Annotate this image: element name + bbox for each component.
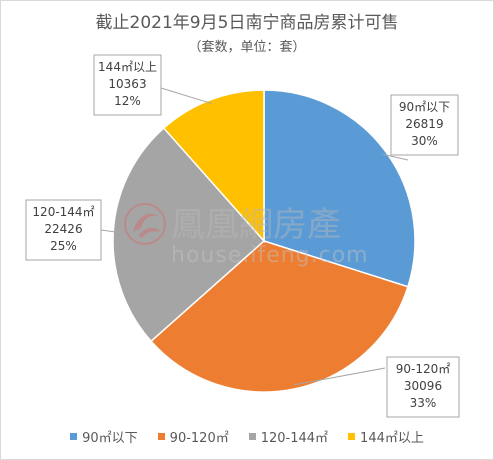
legend-item-90-120: 90-120㎡ [157,427,229,446]
data-label-120-144: 120-144㎡ 22426 25% [25,199,102,261]
data-label-category: 90-120㎡ [396,362,451,376]
data-label-category: 120-144㎡ [32,205,94,219]
leader-line-144-above [160,87,212,105]
legend-swatch [157,433,165,440]
data-label-category: 144㎡以上 [98,60,157,74]
data-label-value: 30096 [404,379,442,393]
leader-line-90-120 [294,367,386,386]
data-label-144-above: 144㎡以上 10363 12% [93,54,162,116]
legend-item-144-above: 144㎡以上 [348,427,424,446]
watermark-en: house.ifeng.com [171,243,369,268]
data-label-value: 26819 [405,117,443,131]
data-label-box [93,54,162,116]
data-label-value: 10363 [108,77,146,91]
legend-label: 120-144㎡ [260,431,329,446]
legend-label: 144㎡以上 [360,431,424,446]
leader-line-90-below [382,153,409,161]
data-label-percent: 25% [50,239,77,253]
data-label-box [386,356,460,418]
pie-slice-144-above [162,89,265,243]
data-label-value: 22426 [44,222,82,236]
data-label-box [25,199,102,261]
pie-slice-90-below [263,89,416,288]
watermark-cn: 鳳凰網房產 [171,205,341,245]
data-label-90-below: 90㎡以下 26819 30% [390,94,459,156]
legend-label: 90㎡以下 [82,431,138,446]
legend: 90㎡以下 90-120㎡ 120-144㎡ 144㎡以上 [0,427,494,446]
watermark: 鳳凰網房產 house.ifeng.com [124,203,369,268]
pie-slice-90-120 [150,240,409,393]
chart-title: 截止2021年9月5日南宁商品房累计可售 [95,13,399,33]
data-label-percent: 33% [410,396,437,410]
legend-item-90-below: 90㎡以下 [70,427,138,446]
data-label-percent: 12% [114,94,141,108]
legend-swatch [348,433,356,440]
data-label-percent: 30% [411,134,438,148]
legend-swatch [70,433,78,440]
legend-item-120-144: 120-144㎡ [248,427,329,446]
legend-swatch [248,433,256,440]
chart-subtitle: （套数，单位：套） [188,40,306,55]
data-label-box [390,94,459,156]
legend-label: 90-120㎡ [169,431,229,446]
leader-line-120-144 [100,229,118,233]
phoenix-logo-icon [124,203,166,245]
data-label-category: 90㎡以下 [399,100,450,114]
data-label-90-120: 90-120㎡ 30096 33% [386,356,460,418]
